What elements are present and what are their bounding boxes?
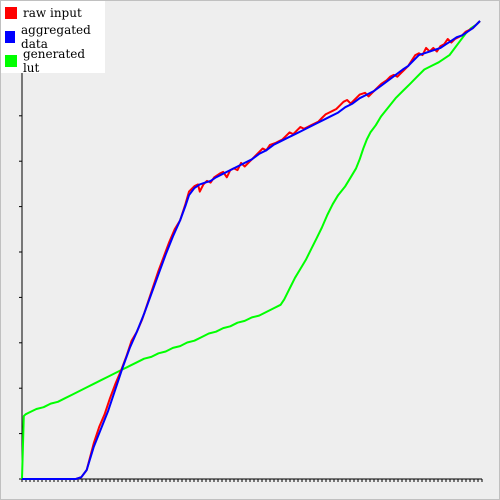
legend: raw input aggregated data generated lut: [1, 1, 105, 75]
legend-item: aggregated data: [5, 23, 105, 51]
legend-label: raw input: [23, 6, 82, 20]
series-line-aggregated-data: [22, 20, 481, 480]
series-line-raw-input: [22, 20, 481, 480]
legend-item: raw input: [5, 4, 82, 22]
legend-swatch: [5, 31, 16, 43]
legend-label: generated lut: [22, 47, 86, 75]
series-line-generated-lut: [21, 20, 481, 480]
legend-label: aggregated data: [21, 23, 91, 51]
legend-swatch: [5, 55, 17, 67]
legend-item: generated lut: [5, 47, 105, 75]
legend-swatch: [5, 7, 17, 19]
